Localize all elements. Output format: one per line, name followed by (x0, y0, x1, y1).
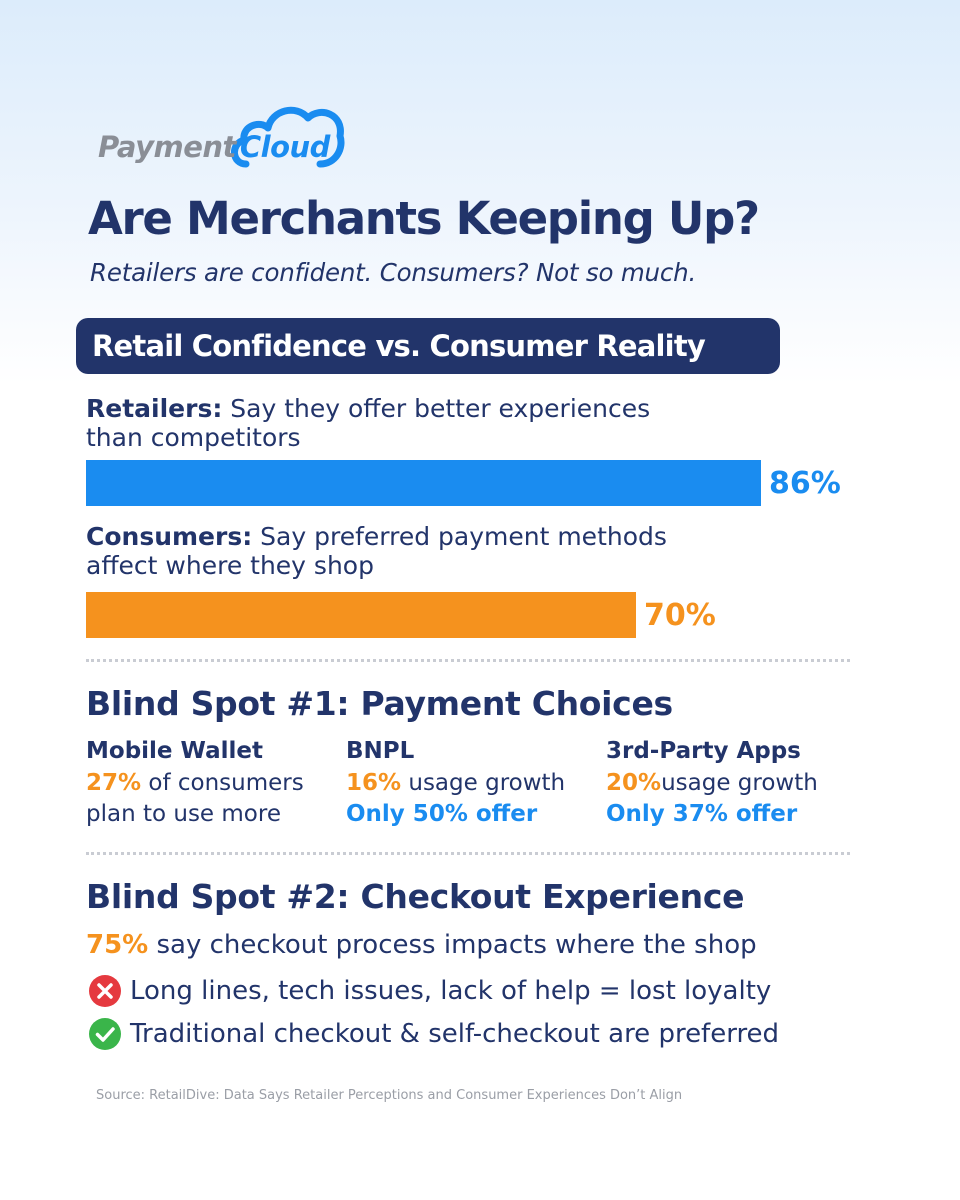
bullet-preferred-checkout: Traditional checkout & self-checkout are… (88, 1017, 779, 1051)
third-party-apps-heading: 3rd-Party Apps (606, 738, 801, 764)
banner-label: Retail Confidence vs. Consumer Reality (92, 329, 706, 363)
dotted-divider (86, 852, 850, 855)
section-banner: Retail Confidence vs. Consumer Reality (76, 318, 780, 374)
dotted-divider (86, 659, 850, 662)
third-party-apps-column: 3rd-Party Apps 20%usage growth Only 37% … (606, 738, 818, 832)
third-party-apps-pct: 20% (606, 770, 662, 796)
logo-word-payment: Payment (98, 130, 236, 164)
retailers-stat-label: Retailers: Say they offer better experie… (86, 394, 786, 452)
bnpl-pct: 16% (346, 770, 402, 796)
source-citation: Source: RetailDive: Data Says Retailer P… (96, 1088, 683, 1103)
bnpl-offer: Only 50% offer (346, 801, 538, 827)
checkout-stat: 75% say checkout process impacts where t… (86, 930, 757, 960)
bullet-lost-loyalty-text: Long lines, tech issues, lack of help = … (130, 976, 772, 1006)
mobile-wallet-column: Mobile Wallet 27% of consumers plan to u… (86, 738, 304, 832)
blind-spot-1-title: Blind Spot #1: Payment Choices (86, 684, 673, 723)
retailers-line1: Say they offer better experiences (222, 394, 651, 423)
mobile-wallet-heading: Mobile Wallet (86, 738, 263, 764)
mobile-wallet-line2: plan to use more (86, 801, 281, 827)
retailers-bar (86, 460, 761, 506)
logo-word-cloud: Cloud (239, 130, 331, 164)
checkout-stat-text: say checkout process impacts where the s… (148, 930, 757, 960)
bnpl-column: BNPL 16% usage growth Only 50% offer (346, 738, 565, 832)
check-circle-icon (89, 1018, 121, 1050)
retailers-percent: 86% (769, 466, 841, 501)
consumers-bar (86, 592, 636, 638)
payment-cloud-logo: Payment Cloud (98, 100, 358, 172)
mobile-wallet-pct: 27% (86, 770, 142, 796)
blind-spot-2-title: Blind Spot #2: Checkout Experience (86, 877, 745, 916)
bullet-lost-loyalty: Long lines, tech issues, lack of help = … (88, 974, 771, 1008)
cloud-icon (231, 106, 345, 168)
x-circle-icon (89, 975, 121, 1007)
page-subtitle: Retailers are confident. Consumers? Not … (90, 258, 697, 287)
retailers-line2: than competitors (86, 423, 301, 452)
retailers-who: Retailers: (86, 394, 223, 423)
page-title: Are Merchants Keeping Up? (88, 192, 760, 245)
consumers-line1: Say preferred payment methods (252, 522, 667, 551)
bnpl-heading: BNPL (346, 738, 415, 764)
consumers-line2: affect where they shop (86, 551, 374, 580)
consumers-who: Consumers: (86, 522, 253, 551)
consumers-stat-label: Consumers: Say preferred payment methods… (86, 522, 786, 580)
third-party-apps-offer: Only 37% offer (606, 801, 798, 827)
logo-wordmark: Payment Cloud (98, 130, 330, 164)
consumers-percent: 70% (644, 598, 716, 633)
mobile-wallet-rest: of consumers (141, 770, 304, 796)
bullet-preferred-checkout-text: Traditional checkout & self-checkout are… (130, 1019, 780, 1049)
third-party-apps-rest: usage growth (661, 770, 818, 796)
bnpl-rest: usage growth (401, 770, 566, 796)
checkout-stat-pct: 75% (86, 930, 149, 960)
